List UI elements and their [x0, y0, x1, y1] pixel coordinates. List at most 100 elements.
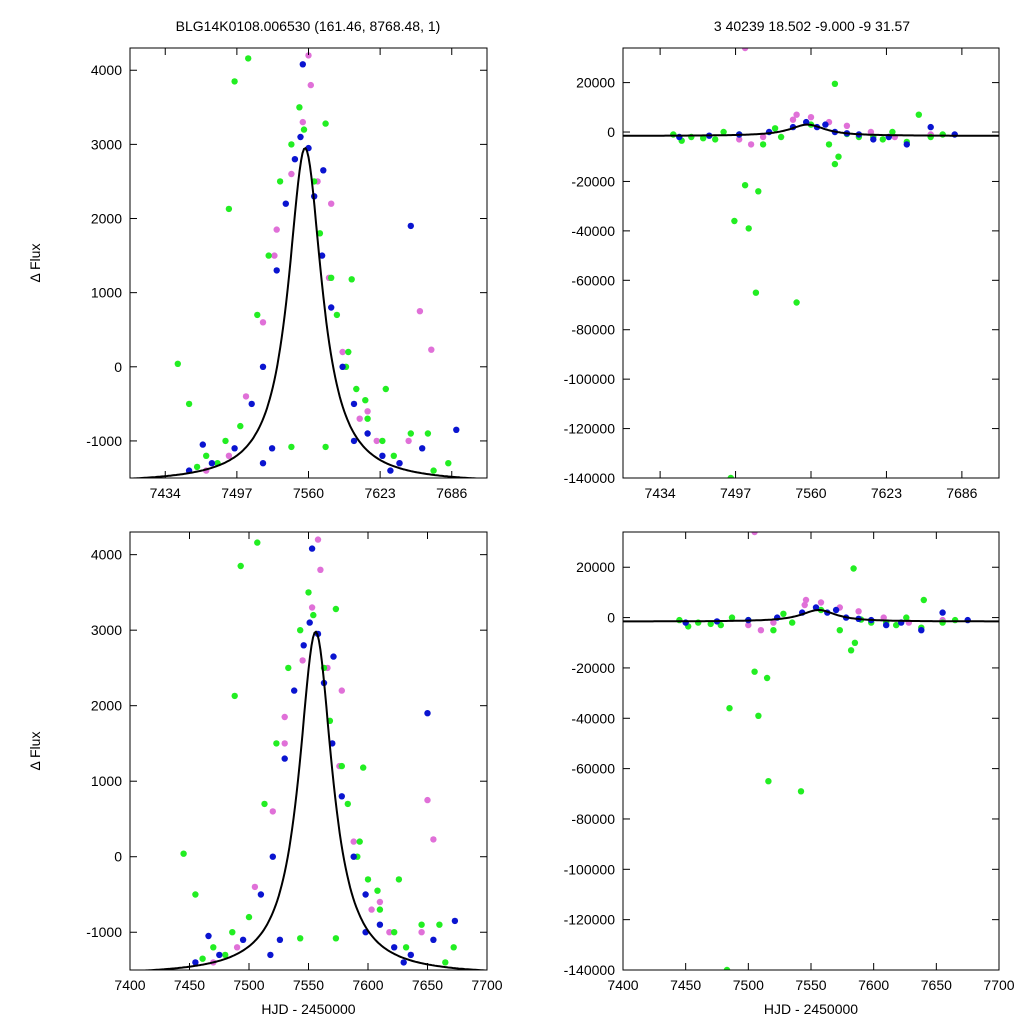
data-point-green: [755, 188, 762, 195]
data-point-blue: [350, 400, 358, 408]
x-tick-label: 7400: [607, 977, 638, 993]
y-tick-label: -60000: [571, 761, 615, 777]
data-point-magenta: [793, 111, 800, 118]
data-point-magenta: [801, 601, 808, 609]
data-point-magenta: [281, 713, 288, 721]
data-point-green: [450, 944, 457, 951]
data-point-green: [288, 443, 295, 451]
data-point-green: [442, 959, 449, 966]
data-point-magenta: [424, 796, 431, 804]
data-point-green: [765, 778, 772, 785]
y-tick-label: 1000: [91, 285, 122, 301]
data-point-green: [402, 944, 410, 951]
data-point-green: [707, 620, 714, 628]
data-point-blue: [927, 123, 934, 131]
data-point-blue: [297, 133, 304, 141]
data-point-magenta: [350, 838, 357, 845]
x-tick-label: 7434: [150, 485, 181, 501]
x-tick-label: 7450: [174, 977, 205, 993]
data-point-green: [328, 274, 335, 281]
y-tick-label: -100000: [564, 861, 616, 877]
data-point-green: [322, 443, 329, 451]
data-point-green: [407, 430, 414, 437]
data-point-blue: [281, 755, 288, 762]
x-tick-label: 7500: [233, 977, 264, 993]
x-tick-label: 7623: [365, 485, 396, 501]
data-point-magenta: [386, 929, 393, 936]
plot-area: [623, 48, 999, 478]
data-point-blue: [870, 136, 877, 143]
data-point-blue: [273, 267, 280, 274]
panel-bottom-left: 7400 7450 7500 7550 7600 7650 7700 -1000 0 1000 20…: [27, 531, 503, 1017]
data-point-green: [203, 452, 210, 459]
data-point-blue: [216, 951, 223, 959]
data-point-green: [771, 125, 779, 132]
data-point-magenta: [269, 808, 276, 815]
data-point-blue: [259, 363, 267, 370]
data-point-green: [285, 664, 292, 672]
data-point-magenta: [880, 614, 887, 621]
data-point-blue: [832, 606, 840, 614]
data-point-green: [745, 225, 752, 232]
data-point-blue: [883, 621, 890, 629]
x-axis-label: HJD - 2450000: [764, 1001, 858, 1017]
data-point-green: [700, 135, 707, 142]
data-point-green: [332, 935, 340, 942]
data-point-blue: [269, 853, 276, 860]
data-point-blue: [276, 936, 284, 943]
data-point-green: [237, 562, 244, 570]
y-tick-label: 2000: [91, 698, 122, 714]
data-point-magenta: [281, 740, 288, 747]
data-point-green: [825, 141, 833, 148]
data-point-green: [300, 126, 308, 133]
y-tick-label: 2000: [91, 211, 122, 227]
data-point-magenta: [376, 898, 384, 906]
data-point-green: [225, 205, 233, 213]
data-point-green: [418, 921, 425, 928]
data-point-green: [364, 415, 371, 422]
data-point-green: [851, 639, 859, 646]
data-point-green: [353, 385, 360, 393]
x-tick-label: 7623: [871, 485, 902, 501]
data-point-green: [254, 311, 261, 319]
x-tick-label: 7434: [645, 485, 676, 501]
y-axis-label: Δ Flux: [27, 732, 43, 771]
data-point-blue: [350, 437, 358, 445]
x-tick-label: 7686: [946, 485, 977, 501]
data-point-blue: [192, 959, 199, 966]
data-point-blue: [300, 642, 307, 649]
data-point-magenta: [741, 48, 749, 52]
data-point-green: [382, 385, 389, 393]
data-point-green: [379, 437, 386, 445]
data-point-green: [231, 78, 238, 85]
data-point-green: [835, 153, 842, 160]
model-fit-line: [623, 608, 999, 623]
y-tick-label: -100000: [564, 371, 616, 387]
data-point-green: [356, 838, 363, 845]
y-tick-label: -1000: [86, 433, 122, 449]
data-point-green: [193, 463, 201, 471]
data-point-green: [720, 128, 727, 136]
data-point-green: [254, 539, 261, 546]
x-tick-label: 7560: [293, 485, 324, 501]
data-point-magenta: [314, 536, 322, 543]
data-point-green: [755, 712, 762, 719]
data-point-green: [741, 182, 749, 189]
data-point-magenta: [225, 452, 233, 459]
y-tick-label: 0: [607, 124, 615, 140]
data-point-magenta: [356, 415, 363, 422]
x-tick-label: 7700: [471, 977, 502, 993]
data-point-green: [939, 131, 946, 138]
data-point-blue: [339, 363, 346, 370]
data-point-green: [436, 921, 443, 928]
data-point-green: [310, 611, 317, 619]
y-tick-label: 3000: [91, 136, 122, 152]
data-point-green: [245, 55, 252, 62]
y-axis-label: Δ Flux: [27, 244, 43, 283]
data-point-blue: [268, 445, 276, 452]
x-tick-label: 7600: [858, 977, 889, 993]
data-point-blue: [379, 452, 386, 459]
data-point-magenta: [339, 348, 346, 356]
event-header-left: BLG14K0108.006530 (161.46, 8768.48, 1): [176, 18, 441, 34]
